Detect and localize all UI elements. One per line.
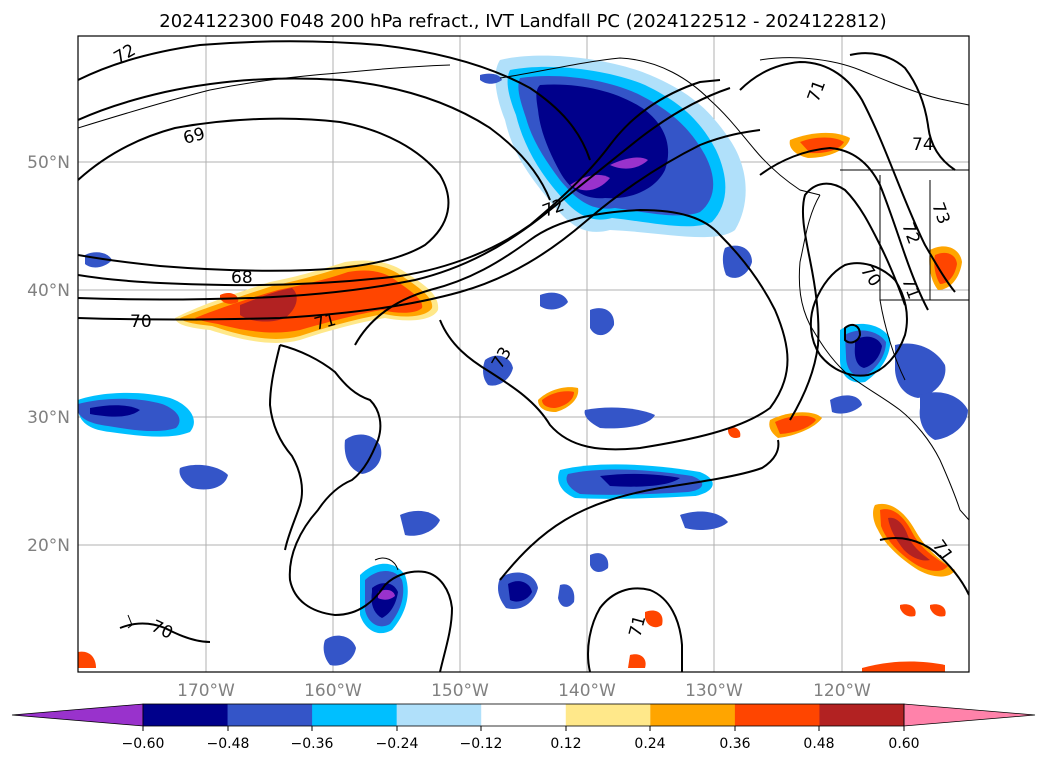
- colorbar-tick-label: −0.60: [122, 736, 165, 752]
- contour-label: 74: [912, 135, 934, 155]
- colorbar-extend-low: [11, 703, 144, 727]
- lat-label: 30°N: [27, 408, 70, 428]
- colorbar-frame: [142, 703, 905, 727]
- colorbar: −0.60 −0.48 −0.36 −0.24 −0.12 0.12 0.24 0.36 0.4…: [11, 703, 1036, 752]
- colorbar-segment: [227, 704, 313, 726]
- contour-label: 68: [231, 268, 253, 288]
- plot-title: 2024122300 F048 200 hPa refract., IVT La…: [159, 11, 886, 32]
- lat-label: 20°N: [27, 536, 70, 556]
- colorbar-tick-label: 0.12: [550, 736, 581, 752]
- lon-label: 160°W: [304, 681, 362, 701]
- colorbar-extend-high: [903, 703, 1036, 727]
- colorbar-tick-label: −0.12: [460, 736, 503, 752]
- colorbar-segment: [819, 704, 905, 726]
- colorbar-tick-label: −0.24: [376, 736, 419, 752]
- negative-refractivity-fill: [78, 55, 968, 666]
- longitude-labels: 170°W 160°W 150°W 140°W 130°W 120°W: [177, 681, 871, 701]
- lon-label: 130°W: [685, 681, 743, 701]
- colorbar-segment: [481, 704, 567, 726]
- colorbar-tick-label: 0.60: [888, 736, 919, 752]
- latitude-labels: 50°N 40°N 30°N 20°N: [27, 153, 70, 556]
- lon-label: 170°W: [177, 681, 235, 701]
- colorbar-tick-label: 0.36: [719, 736, 750, 752]
- lon-label: 140°W: [558, 681, 616, 701]
- lat-label: 40°N: [27, 281, 70, 301]
- lat-label: 50°N: [27, 153, 70, 173]
- colorbar-segment: [734, 704, 820, 726]
- colorbar-segment: [396, 704, 482, 726]
- colorbar-segment: [650, 704, 736, 726]
- colorbar-tick-label: −0.36: [291, 736, 334, 752]
- colorbar-tick-label: 0.48: [803, 736, 834, 752]
- colorbar-segment: [565, 704, 651, 726]
- lon-label: 150°W: [431, 681, 489, 701]
- colorbar-segment: [143, 704, 229, 726]
- colorbar-segment: [312, 704, 398, 726]
- map-frame: [77, 35, 970, 673]
- contour-lines: [78, 40, 969, 672]
- lon-label: 120°W: [813, 681, 871, 701]
- contour-label: 70: [130, 312, 152, 332]
- map-panel: 72 69 68 70 71 72 73 71 74 73 72 70 71 7…: [27, 35, 970, 701]
- colorbar-tick-label: −0.48: [207, 736, 250, 752]
- colorbar-tick-label: 0.24: [634, 736, 665, 752]
